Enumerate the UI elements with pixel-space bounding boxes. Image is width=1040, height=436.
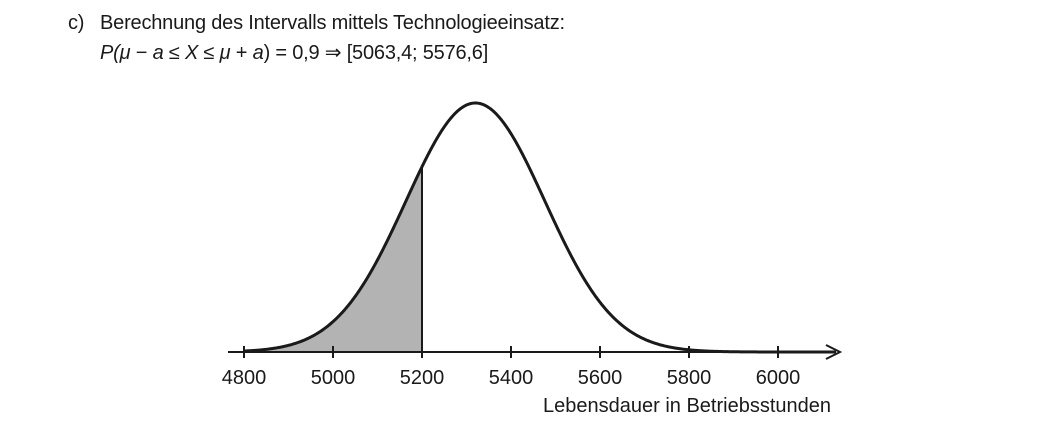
shaded-area	[244, 166, 422, 352]
x-tick-label: 4800	[222, 367, 267, 389]
x-axis-label: Lebensdauer in Betriebsstunden	[543, 395, 831, 417]
x-ticks: 4800 5000 5200 5400 5600 5800 6000	[222, 346, 801, 389]
formula-interval: [5063,4; 5576,6]	[346, 42, 489, 64]
formula-equals: ) = 0,9 ⇒	[263, 42, 347, 64]
formula-p-open: P(	[100, 42, 120, 64]
formula-minus: −	[130, 42, 153, 64]
formula-mu-2: μ	[219, 42, 231, 64]
x-tick-label: 6000	[756, 367, 801, 389]
formula-leq: ≤	[163, 42, 186, 64]
formula-a: a	[152, 42, 164, 64]
x-tick-label: 5600	[578, 367, 623, 389]
x-axis-arrowhead	[825, 344, 843, 360]
task-formula: P(μ − a ≤ X ≤ μ + a) = 0,9 ⇒ [5063,4; 55…	[68, 38, 565, 68]
formula-leq-2: ≤	[198, 42, 220, 64]
task-text: c) Berechnung des Intervalls mittels Tech…	[68, 8, 565, 68]
formula-a-2: a	[252, 42, 264, 64]
density-curve	[243, 101, 836, 354]
task-heading: Berechnung des Intervalls mittels Techno…	[100, 12, 565, 34]
x-tick-label: 5800	[667, 367, 712, 389]
task-heading-line: c) Berechnung des Intervalls mittels Tech…	[68, 8, 565, 38]
formula-plus: +	[230, 42, 253, 64]
x-tick-label: 5000	[311, 367, 356, 389]
formula-x: X	[185, 42, 199, 64]
x-tick-label: 5200	[400, 367, 445, 389]
formula-mu: μ	[119, 42, 131, 64]
task-label: c)	[68, 12, 85, 34]
x-tick-label: 5400	[489, 367, 534, 389]
